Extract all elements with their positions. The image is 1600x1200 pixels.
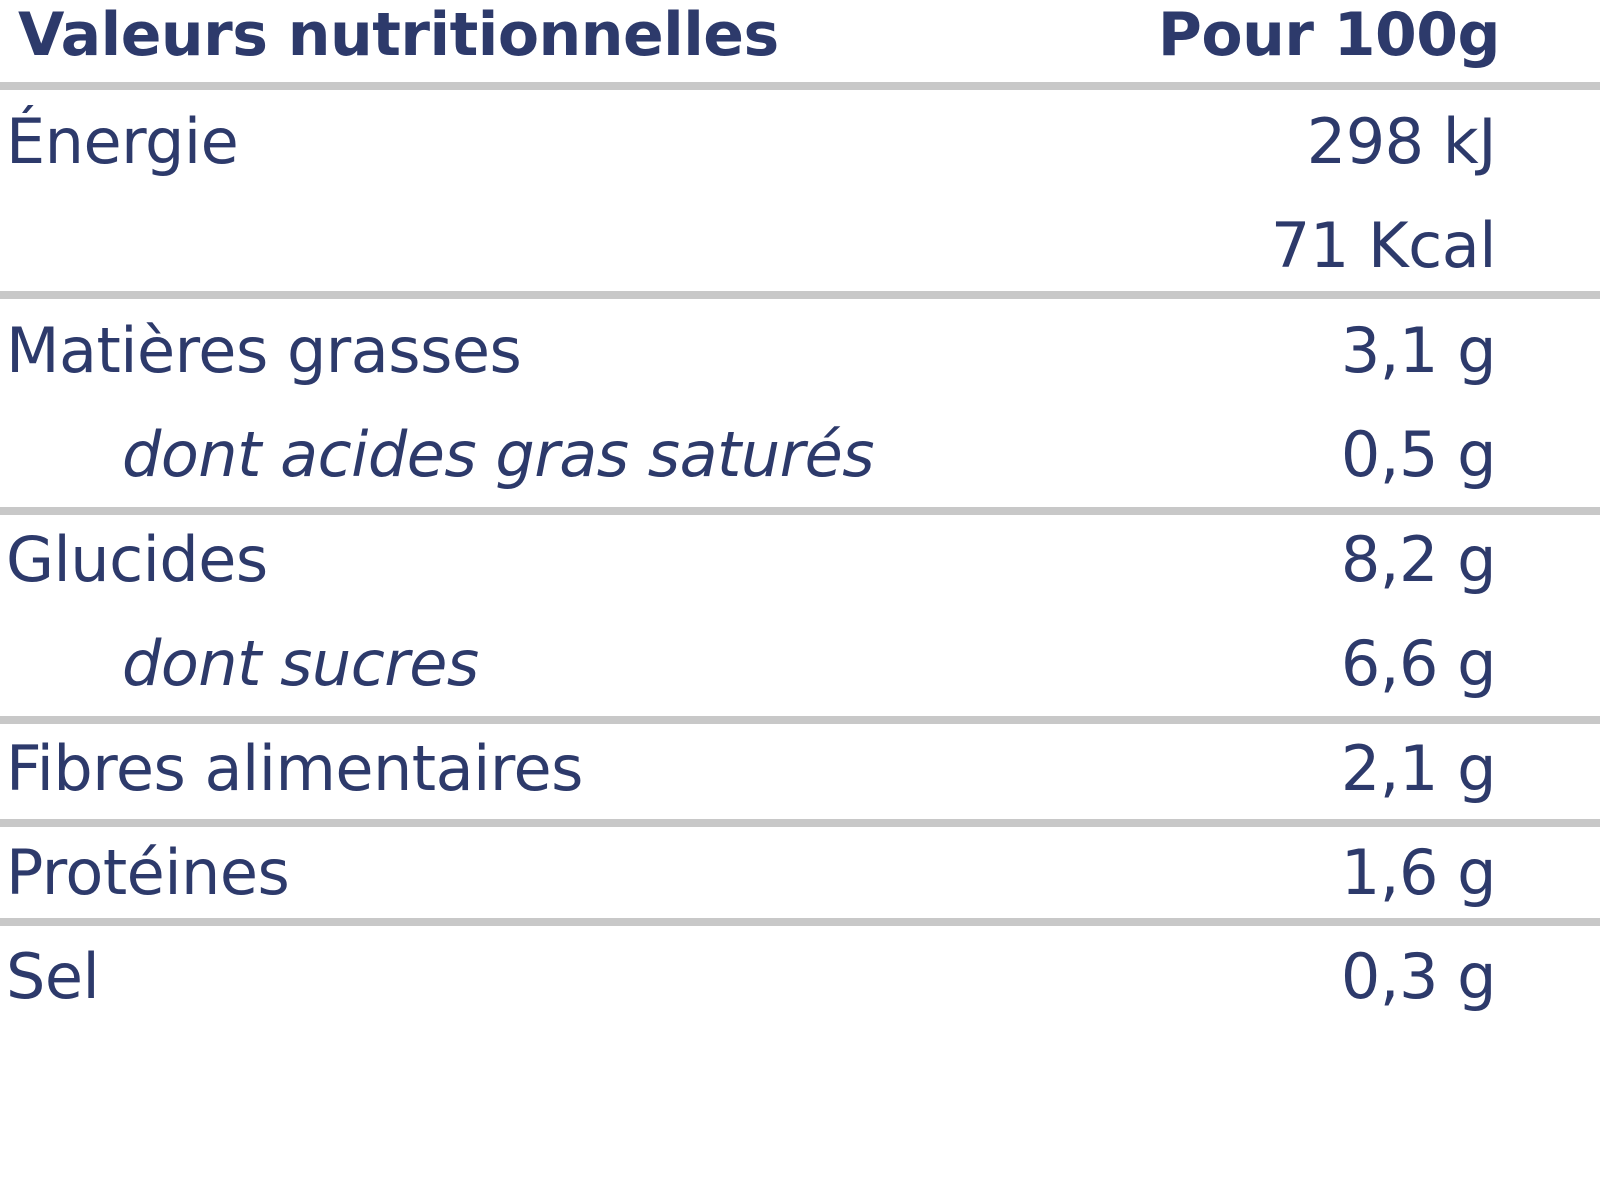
row-value-sugars: 6,6 g (1340, 627, 1497, 700)
separator (0, 819, 1600, 827)
row-label-fibre: Fibres alimentaires (6, 732, 583, 805)
separator (0, 291, 1600, 299)
row-label-salt: Sel (6, 940, 100, 1013)
table-row-saturated-fat: dont acides gras saturés 0,5 g (0, 403, 1600, 507)
table-row-sugars: dont sucres 6,6 g (0, 612, 1600, 716)
table-row-energy-kcal: 71 Kcal (0, 194, 1600, 298)
separator (0, 918, 1600, 926)
row-label-protein: Protéines (6, 836, 290, 909)
row-label-carbohydrates: Glucides (6, 523, 268, 596)
separator (0, 716, 1600, 724)
table-row-fat: Matières grasses 3,1 g (0, 299, 1600, 403)
row-label-sugars: dont sucres (122, 627, 479, 700)
row-value-salt: 0,3 g (1340, 940, 1497, 1013)
row-value-fat: 3,1 g (1340, 314, 1497, 387)
table-row-carbohydrates: Glucides 8,2 g (0, 508, 1600, 612)
table-row-fibre: Fibres alimentaires 2,1 g (0, 717, 1600, 821)
header-per-100g: Pour 100g (1157, 0, 1501, 70)
row-value-fibre: 2,1 g (1340, 732, 1497, 805)
row-value-protein: 1,6 g (1340, 836, 1497, 909)
row-value-energy-kj: 298 kJ (1306, 105, 1497, 178)
row-value-energy-kcal: 71 Kcal (1270, 209, 1497, 282)
row-label-energy: Énergie (6, 105, 239, 178)
table-row-protein: Protéines 1,6 g (0, 821, 1600, 925)
header-title: Valeurs nutritionnelles (18, 0, 779, 70)
table-row-energy-kj: Énergie 298 kJ (0, 90, 1600, 194)
table-row-salt: Sel 0,3 g (0, 925, 1600, 1029)
separator (0, 507, 1600, 515)
row-label-fat: Matières grasses (6, 314, 522, 387)
row-value-saturated-fat: 0,5 g (1340, 418, 1497, 491)
row-label-saturated-fat: dont acides gras saturés (122, 418, 875, 491)
separator (0, 82, 1600, 90)
row-value-carbohydrates: 8,2 g (1340, 523, 1497, 596)
table-header: Valeurs nutritionnelles Pour 100g (0, 0, 1600, 70)
